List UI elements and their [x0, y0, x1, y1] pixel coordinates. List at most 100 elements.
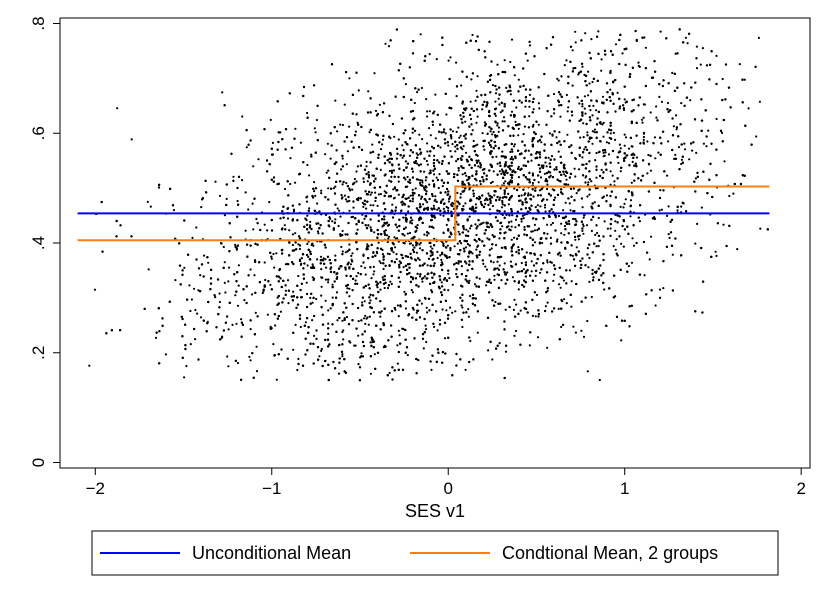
- scatter-point: [541, 241, 544, 245]
- scatter-point: [588, 256, 591, 260]
- scatter-point: [587, 181, 590, 184]
- scatter-point: [428, 53, 431, 56]
- scatter-point: [341, 330, 344, 334]
- scatter-point: [317, 232, 320, 235]
- scatter-point: [478, 277, 481, 280]
- scatter-point: [514, 218, 518, 221]
- scatter-point: [431, 247, 434, 250]
- scatter-point: [406, 354, 409, 357]
- scatter-point: [416, 227, 419, 230]
- scatter-point: [521, 214, 524, 217]
- scatter-point: [510, 110, 514, 113]
- scatter-point: [666, 174, 669, 177]
- scatter-point: [218, 300, 221, 304]
- scatter-point: [586, 195, 589, 198]
- scatter-point: [300, 257, 303, 260]
- scatter-point: [459, 192, 462, 196]
- scatter-point: [411, 291, 414, 294]
- scatter-point: [563, 224, 567, 228]
- scatter-point: [510, 265, 513, 268]
- scatter-point: [483, 148, 486, 151]
- scatter-point: [672, 125, 676, 128]
- scatter-point: [469, 227, 472, 230]
- scatter-point: [640, 118, 644, 121]
- scatter-point: [528, 344, 531, 347]
- scatter-point: [555, 166, 558, 169]
- scatter-point: [257, 158, 260, 161]
- scatter-point: [643, 103, 647, 106]
- scatter-point: [500, 168, 504, 171]
- scatter-point: [514, 226, 517, 229]
- scatter-point: [433, 173, 436, 176]
- scatter-point: [707, 129, 710, 132]
- scatter-point: [475, 206, 478, 209]
- scatter-point: [241, 179, 244, 182]
- scatter-point: [546, 259, 549, 262]
- scatter-point: [565, 302, 568, 305]
- scatter-point: [482, 221, 485, 224]
- scatter-point: [286, 217, 290, 220]
- scatter-point: [431, 195, 434, 198]
- scatter-point: [511, 150, 514, 153]
- scatter-point: [614, 43, 618, 46]
- scatter-point: [325, 171, 328, 174]
- scatter-point: [543, 172, 547, 175]
- scatter-point: [668, 236, 671, 239]
- scatter-point: [530, 270, 533, 273]
- scatter-point: [533, 223, 537, 226]
- scatter-point: [594, 159, 597, 162]
- scatter-point: [536, 336, 540, 339]
- scatter-point: [509, 150, 512, 154]
- scatter-point: [248, 355, 251, 358]
- scatter-point: [395, 258, 398, 261]
- scatter-point: [354, 279, 357, 282]
- scatter-point: [485, 268, 489, 271]
- scatter-point: [318, 355, 321, 358]
- scatter-point: [314, 194, 317, 197]
- scatter-point: [419, 163, 423, 166]
- scatter-point: [614, 248, 617, 251]
- scatter-point: [449, 195, 452, 198]
- scatter-point: [419, 179, 422, 182]
- scatter-point: [294, 323, 297, 326]
- scatter-point: [602, 135, 605, 138]
- scatter-point: [313, 190, 316, 193]
- scatter-point: [537, 102, 541, 105]
- scatter-point: [305, 281, 308, 284]
- scatter-point: [340, 245, 343, 249]
- scatter-point: [650, 235, 653, 238]
- scatter-point: [320, 189, 323, 192]
- scatter-point: [543, 206, 547, 209]
- scatter-point: [574, 66, 577, 70]
- scatter-point: [510, 220, 513, 223]
- scatter-point: [374, 199, 377, 203]
- scatter-point: [381, 143, 384, 146]
- scatter-point: [586, 247, 590, 250]
- scatter-point: [513, 236, 516, 239]
- scatter-point: [647, 153, 650, 157]
- scatter-point: [190, 298, 193, 301]
- scatter-point: [564, 201, 567, 204]
- scatter-point: [520, 261, 523, 265]
- scatter-point: [667, 233, 670, 236]
- scatter-point: [654, 304, 657, 307]
- scatter-point: [694, 242, 697, 245]
- scatter-point: [287, 302, 290, 305]
- scatter-point: [343, 194, 346, 197]
- scatter-point: [401, 144, 404, 147]
- scatter-point: [425, 159, 428, 163]
- scatter-point: [236, 199, 239, 203]
- scatter-point: [622, 245, 625, 248]
- scatter-point: [227, 328, 230, 331]
- scatter-point: [582, 232, 585, 235]
- scatter-point: [360, 265, 363, 268]
- scatter-point: [757, 36, 761, 40]
- scatter-point: [492, 261, 495, 264]
- scatter-point: [571, 254, 575, 257]
- scatter-point: [299, 325, 302, 329]
- scatter-point: [266, 313, 269, 316]
- scatter-point: [396, 344, 399, 347]
- scatter-point: [435, 176, 438, 179]
- scatter-point: [531, 140, 534, 143]
- scatter-point: [396, 304, 399, 307]
